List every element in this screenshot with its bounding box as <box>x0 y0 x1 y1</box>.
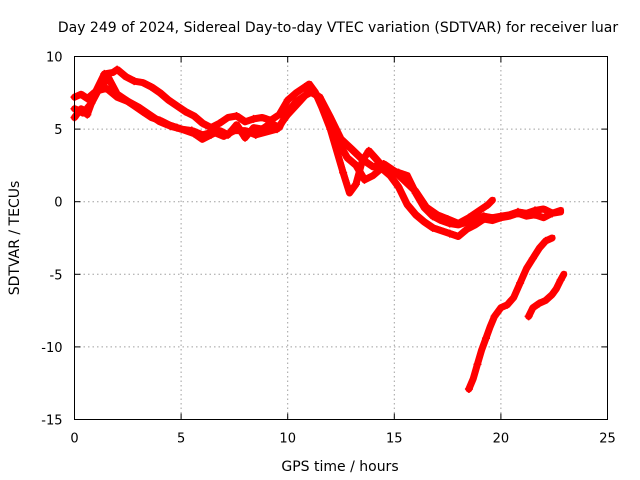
data-point-track-a <box>181 107 190 116</box>
data-point-track-b <box>548 209 557 218</box>
data-point-track-c <box>337 135 345 144</box>
data-point-track-a <box>283 96 292 105</box>
data-point-track-a <box>100 69 109 78</box>
data-point-track-b <box>104 74 113 83</box>
data-point-track-d <box>503 300 512 309</box>
y-axis-label: SDTVAR / TECUs <box>7 181 23 296</box>
data-point-track-b <box>531 210 540 219</box>
data-point-track-c <box>379 159 388 168</box>
data-point-track-c <box>358 155 367 164</box>
y-tick-label: 10 <box>46 51 63 66</box>
tick-layer: 0 5 10 15 20 25 -15 -10 -5 0 5 10 <box>41 51 616 447</box>
data-point-track-a <box>300 82 309 91</box>
data-point-track-c <box>166 122 175 131</box>
data-point-track-c <box>123 97 132 106</box>
y-tick-label: -10 <box>41 341 62 356</box>
x-tick-label: 15 <box>386 432 403 447</box>
y-tick-label: -15 <box>41 414 62 429</box>
data-point-track-c <box>83 110 92 119</box>
x-tick-label: 20 <box>493 432 510 447</box>
data-point-track-b <box>428 223 437 232</box>
plot-frame <box>74 56 608 420</box>
data-point-track-b <box>496 213 505 222</box>
data-point-track-e <box>535 299 544 308</box>
data-point-track-d <box>473 360 482 369</box>
data-point-track-c <box>187 126 196 135</box>
y-tick-label: 0 <box>54 196 62 211</box>
x-axis-label: GPS time / hours <box>281 459 398 475</box>
data-point-track-d <box>516 279 525 288</box>
data-point-track-c <box>230 126 239 135</box>
data-point-track-d <box>528 254 537 263</box>
data-point-track-d <box>481 334 490 343</box>
data-point-track-a <box>232 112 241 121</box>
data-point-track-b <box>343 154 352 163</box>
series-jitter-track-c <box>75 85 496 223</box>
data-point-track-c <box>209 128 218 137</box>
data-point-track-c <box>251 130 260 139</box>
data-point-track-b <box>479 215 488 224</box>
grid-layer <box>74 56 608 420</box>
data-point-track-a <box>130 77 139 86</box>
data-point-track-b <box>462 225 471 234</box>
data-point-track-a <box>351 180 360 189</box>
data-point-track-d <box>541 236 550 245</box>
data-point-track-a <box>147 82 156 91</box>
x-tick-label: 10 <box>279 432 296 447</box>
data-point-track-b <box>445 229 454 238</box>
data-point-track-b <box>360 175 369 184</box>
data-point-track-c <box>422 203 431 212</box>
data-point-track-c <box>102 84 111 93</box>
data-point-track-a <box>339 168 348 177</box>
data-point-track-c <box>145 110 154 119</box>
data-point-track-e <box>556 276 565 285</box>
data-point-track-b <box>394 183 403 192</box>
x-tick-label: 0 <box>70 432 78 447</box>
data-point-track-d <box>490 312 499 321</box>
data-point-track-e <box>524 312 533 321</box>
data-point-track-a <box>198 119 207 128</box>
data-point-track-b <box>411 210 420 219</box>
data-point-track-b <box>241 133 250 142</box>
data-point-track-b <box>513 209 522 218</box>
data-point-track-d <box>464 385 473 394</box>
data-point-track-a <box>215 119 224 128</box>
data-point-track-a <box>249 114 258 123</box>
x-tick-label: 25 <box>599 432 616 447</box>
y-tick-label: 5 <box>54 123 62 138</box>
data-point-track-a <box>164 96 173 105</box>
data-point-track-c <box>464 213 473 222</box>
x-tick-label: 5 <box>177 432 185 447</box>
y-tick-label: -5 <box>50 268 63 283</box>
data-point-track-c <box>400 177 409 186</box>
data-point-track-c <box>315 93 324 102</box>
series-layer <box>70 65 568 394</box>
data-point-track-a <box>113 65 122 74</box>
data-point-track-e <box>548 290 557 299</box>
data-point-track-c <box>443 215 452 224</box>
data-point-track-c <box>273 125 282 134</box>
chart-title: Day 249 of 2024, Sidereal Day-to-day VTE… <box>58 20 619 36</box>
data-point-track-a <box>364 146 373 155</box>
data-point-track-c <box>294 98 303 107</box>
data-point-track-c <box>484 200 493 209</box>
